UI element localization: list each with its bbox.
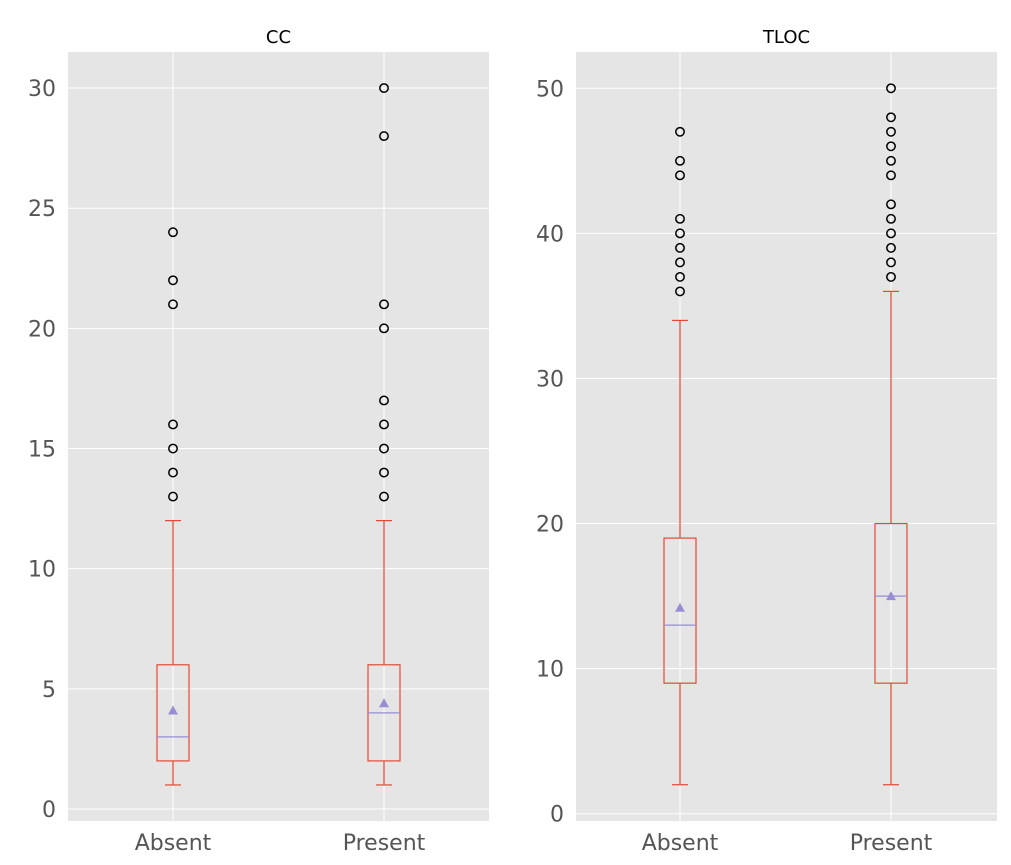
outlier-point	[886, 112, 896, 123]
y-tick-label: 20	[536, 513, 564, 538]
box-absent	[663, 126, 697, 786]
mean-marker	[379, 698, 389, 708]
outlier-point	[675, 271, 685, 282]
outlier-point	[886, 228, 896, 239]
mean-marker	[168, 705, 178, 715]
outlier-point	[379, 395, 389, 406]
box-present	[367, 83, 401, 786]
outlier-point	[168, 299, 178, 310]
outlier-point	[886, 126, 896, 137]
box-present	[874, 83, 908, 786]
y-tick-label: 5	[42, 678, 56, 703]
outlier-point	[886, 155, 896, 166]
mean-marker	[886, 591, 896, 601]
x-tick-label: Absent	[642, 831, 719, 856]
y-tick-label: 30	[536, 367, 564, 392]
outlier-point	[168, 275, 178, 286]
y-tick-label: 10	[28, 558, 56, 583]
y-tick-label: 0	[42, 798, 56, 823]
outlier-point	[675, 213, 685, 224]
x-tick-label: Present	[850, 831, 933, 856]
outlier-point	[675, 257, 685, 268]
outlier-point	[675, 170, 685, 181]
outlier-point	[379, 323, 389, 334]
outlier-point	[379, 443, 389, 454]
box-iqr	[663, 537, 697, 684]
y-tick-label: 20	[28, 317, 56, 342]
y-tick-label: 10	[536, 658, 564, 683]
chart-title: CC	[266, 27, 291, 48]
box-absent	[156, 227, 190, 786]
outlier-point	[168, 467, 178, 478]
outlier-point	[675, 228, 685, 239]
y-tick-label: 0	[550, 803, 564, 828]
outlier-point	[886, 141, 896, 152]
outlier-point	[379, 299, 389, 310]
outlier-point	[168, 227, 178, 238]
mean-marker	[675, 602, 685, 612]
outlier-point	[675, 155, 685, 166]
box-iqr	[156, 664, 190, 762]
outlier-point	[379, 467, 389, 478]
chart-title: TLOC	[762, 27, 810, 48]
chart-panel-tloc: 0 10 20 30 40 50 Absent Present TLOC	[536, 27, 997, 856]
outlier-point	[675, 126, 685, 137]
outlier-point	[886, 213, 896, 224]
outlier-point	[168, 443, 178, 454]
plot-background	[68, 52, 489, 821]
outlier-point	[168, 419, 178, 430]
y-tick-label: 50	[536, 77, 564, 102]
box-iqr	[874, 522, 908, 684]
outlier-point	[379, 131, 389, 142]
outlier-point	[675, 242, 685, 253]
y-tick-label: 40	[536, 222, 564, 247]
y-tick-label: 25	[28, 197, 56, 222]
x-tick-label: Absent	[135, 831, 212, 856]
plot-background	[576, 52, 997, 821]
outlier-point	[886, 271, 896, 282]
y-tick-label: 15	[28, 438, 56, 463]
outlier-point	[886, 257, 896, 268]
y-tick-label: 30	[28, 77, 56, 102]
outlier-point	[168, 491, 178, 502]
outlier-point	[675, 286, 685, 297]
outlier-point	[379, 419, 389, 430]
chart-panel-cc: 0 5 10 15 20 25 30 Absent Present CC	[28, 27, 489, 856]
outlier-point	[379, 491, 389, 502]
outlier-point	[886, 83, 896, 94]
outlier-point	[886, 242, 896, 253]
outlier-point	[886, 199, 896, 210]
outlier-point	[886, 170, 896, 181]
outlier-point	[379, 83, 389, 93]
x-tick-label: Present	[343, 831, 426, 856]
